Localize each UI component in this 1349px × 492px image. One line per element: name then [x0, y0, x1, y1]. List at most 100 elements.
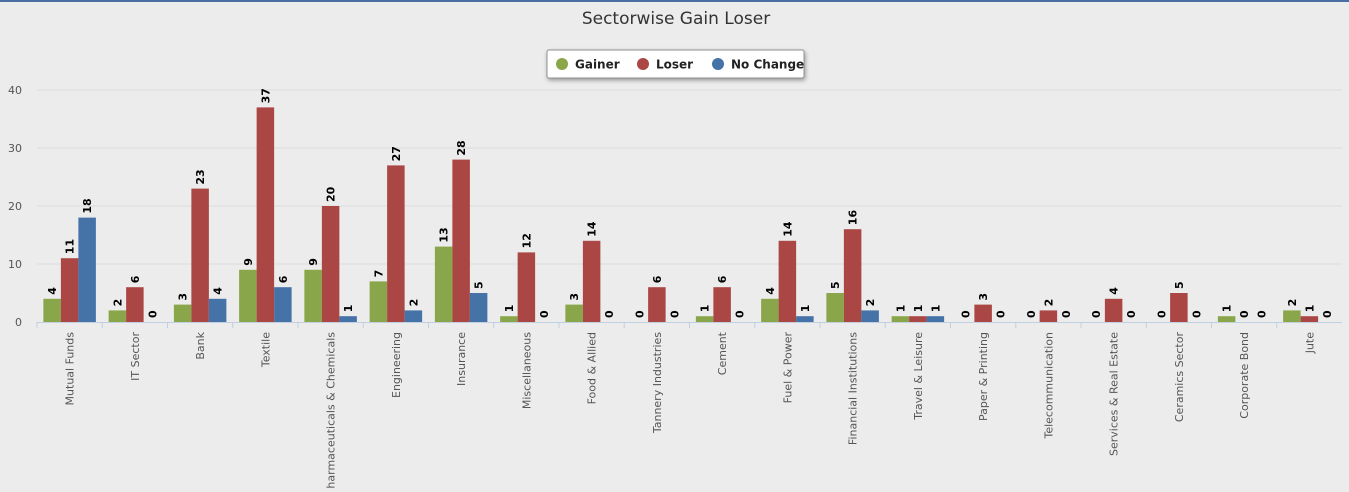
- legend-marker: [556, 58, 568, 70]
- data-label: 2: [1042, 299, 1055, 307]
- data-label: 4: [46, 287, 59, 295]
- y-tick-label: 10: [8, 258, 22, 271]
- legend[interactable]: Gainer Loser No Change: [546, 49, 805, 79]
- bar-loser[interactable]: [909, 316, 927, 322]
- bar-loser[interactable]: [191, 188, 209, 322]
- data-label: 1: [1221, 305, 1234, 313]
- data-label: 2: [1286, 299, 1299, 307]
- data-label: 0: [668, 310, 681, 318]
- bar-gainer[interactable]: [369, 281, 388, 322]
- bar-loser[interactable]: [1170, 293, 1188, 322]
- bar-gainer[interactable]: [434, 246, 453, 322]
- bar-gainer[interactable]: [108, 310, 127, 322]
- data-label: 0: [633, 310, 646, 318]
- bar-loser[interactable]: [517, 252, 536, 322]
- legend-item-loser[interactable]: Loser: [637, 58, 693, 72]
- data-label: 5: [473, 281, 486, 289]
- legend-marker: [712, 58, 724, 70]
- y-axis: 0 10 20 30 40: [8, 84, 22, 329]
- bar-loser[interactable]: [387, 165, 405, 322]
- data-label: 5: [829, 281, 842, 289]
- data-label: 2: [111, 299, 124, 307]
- bar-loser[interactable]: [1039, 310, 1058, 322]
- x-tick-label: Mutual Funds: [64, 332, 77, 406]
- bar-loser[interactable]: [452, 159, 470, 322]
- x-tick-label: IT Sector: [129, 332, 142, 381]
- bar-loser[interactable]: [648, 287, 666, 322]
- bar-no-change[interactable]: [78, 217, 96, 322]
- bar-gainer[interactable]: [43, 298, 61, 322]
- top-border: [0, 0, 1349, 2]
- data-label: 27: [390, 146, 403, 161]
- bar-no-change[interactable]: [339, 316, 357, 322]
- bar-loser[interactable]: [974, 304, 992, 322]
- y-tick-label: 40: [8, 84, 22, 97]
- bar-gainer[interactable]: [304, 269, 322, 322]
- bar-loser[interactable]: [843, 229, 862, 322]
- bar-loser[interactable]: [713, 287, 731, 322]
- legend-item-no-change[interactable]: No Change: [712, 58, 804, 72]
- data-label: 6: [129, 275, 142, 283]
- bar-loser[interactable]: [256, 107, 275, 323]
- legend-box: [546, 49, 805, 79]
- data-label: 1: [699, 305, 712, 313]
- legend-label: Gainer: [575, 58, 620, 72]
- x-tick-label: Tannery Industries: [651, 332, 664, 434]
- data-label: 9: [307, 258, 320, 266]
- bar-loser[interactable]: [778, 240, 797, 322]
- bar-gainer[interactable]: [565, 304, 583, 322]
- data-label: 1: [503, 305, 516, 313]
- bar-no-change[interactable]: [796, 316, 814, 322]
- data-label: 16: [847, 210, 860, 226]
- bar-loser[interactable]: [1300, 316, 1319, 322]
- data-label: 3: [568, 293, 581, 301]
- data-label: 0: [1256, 310, 1269, 318]
- bar-gainer[interactable]: [1283, 310, 1301, 322]
- x-tick-label: Bank: [194, 331, 207, 359]
- data-label: 2: [864, 299, 877, 307]
- bar-gainer[interactable]: [239, 269, 257, 322]
- bar-gainer[interactable]: [500, 316, 518, 322]
- data-label: 3: [977, 293, 990, 301]
- x-tick-label: Jute: [1303, 332, 1316, 355]
- legend-label: Loser: [656, 58, 693, 72]
- bar-no-change[interactable]: [404, 310, 423, 322]
- x-tick-label: Pharmaceuticals & Chemicals: [325, 332, 338, 488]
- data-label: 1: [929, 305, 942, 313]
- bar-loser[interactable]: [126, 287, 144, 322]
- bars: [43, 107, 1319, 323]
- x-tick-label: Telecommunication: [1042, 332, 1055, 440]
- y-tick-label: 0: [15, 316, 22, 329]
- data-label: 0: [603, 310, 616, 318]
- bar-loser[interactable]: [60, 258, 79, 322]
- data-label: 18: [81, 198, 94, 213]
- bar-no-change[interactable]: [208, 298, 227, 322]
- bar-gainer[interactable]: [891, 316, 910, 322]
- bar-no-change[interactable]: [926, 316, 945, 322]
- bar-loser[interactable]: [582, 240, 601, 322]
- data-label: 0: [1025, 310, 1038, 318]
- bar-gainer[interactable]: [1217, 316, 1236, 322]
- bar-loser[interactable]: [1104, 298, 1123, 322]
- bar-gainer[interactable]: [173, 304, 192, 322]
- data-label: 12: [520, 233, 533, 248]
- bar-gainer[interactable]: [826, 293, 844, 322]
- x-tick-label: Food & Allied: [586, 332, 599, 404]
- data-label: 1: [894, 305, 907, 313]
- x-tick-label: Paper & Printing: [977, 332, 990, 421]
- bar-gainer[interactable]: [695, 316, 714, 322]
- data-label: 4: [1108, 287, 1121, 295]
- data-label: 0: [1090, 310, 1103, 318]
- bar-loser[interactable]: [321, 206, 340, 322]
- legend-item-gainer[interactable]: Gainer: [556, 58, 620, 72]
- x-tick-label: Services & Real Estate: [1108, 332, 1121, 456]
- bar-no-change[interactable]: [469, 293, 488, 322]
- data-label: 1: [1303, 305, 1316, 313]
- bar-no-change[interactable]: [274, 287, 292, 322]
- bar-gainer[interactable]: [761, 298, 779, 322]
- bar-no-change[interactable]: [861, 310, 879, 322]
- data-label: 37: [259, 88, 272, 103]
